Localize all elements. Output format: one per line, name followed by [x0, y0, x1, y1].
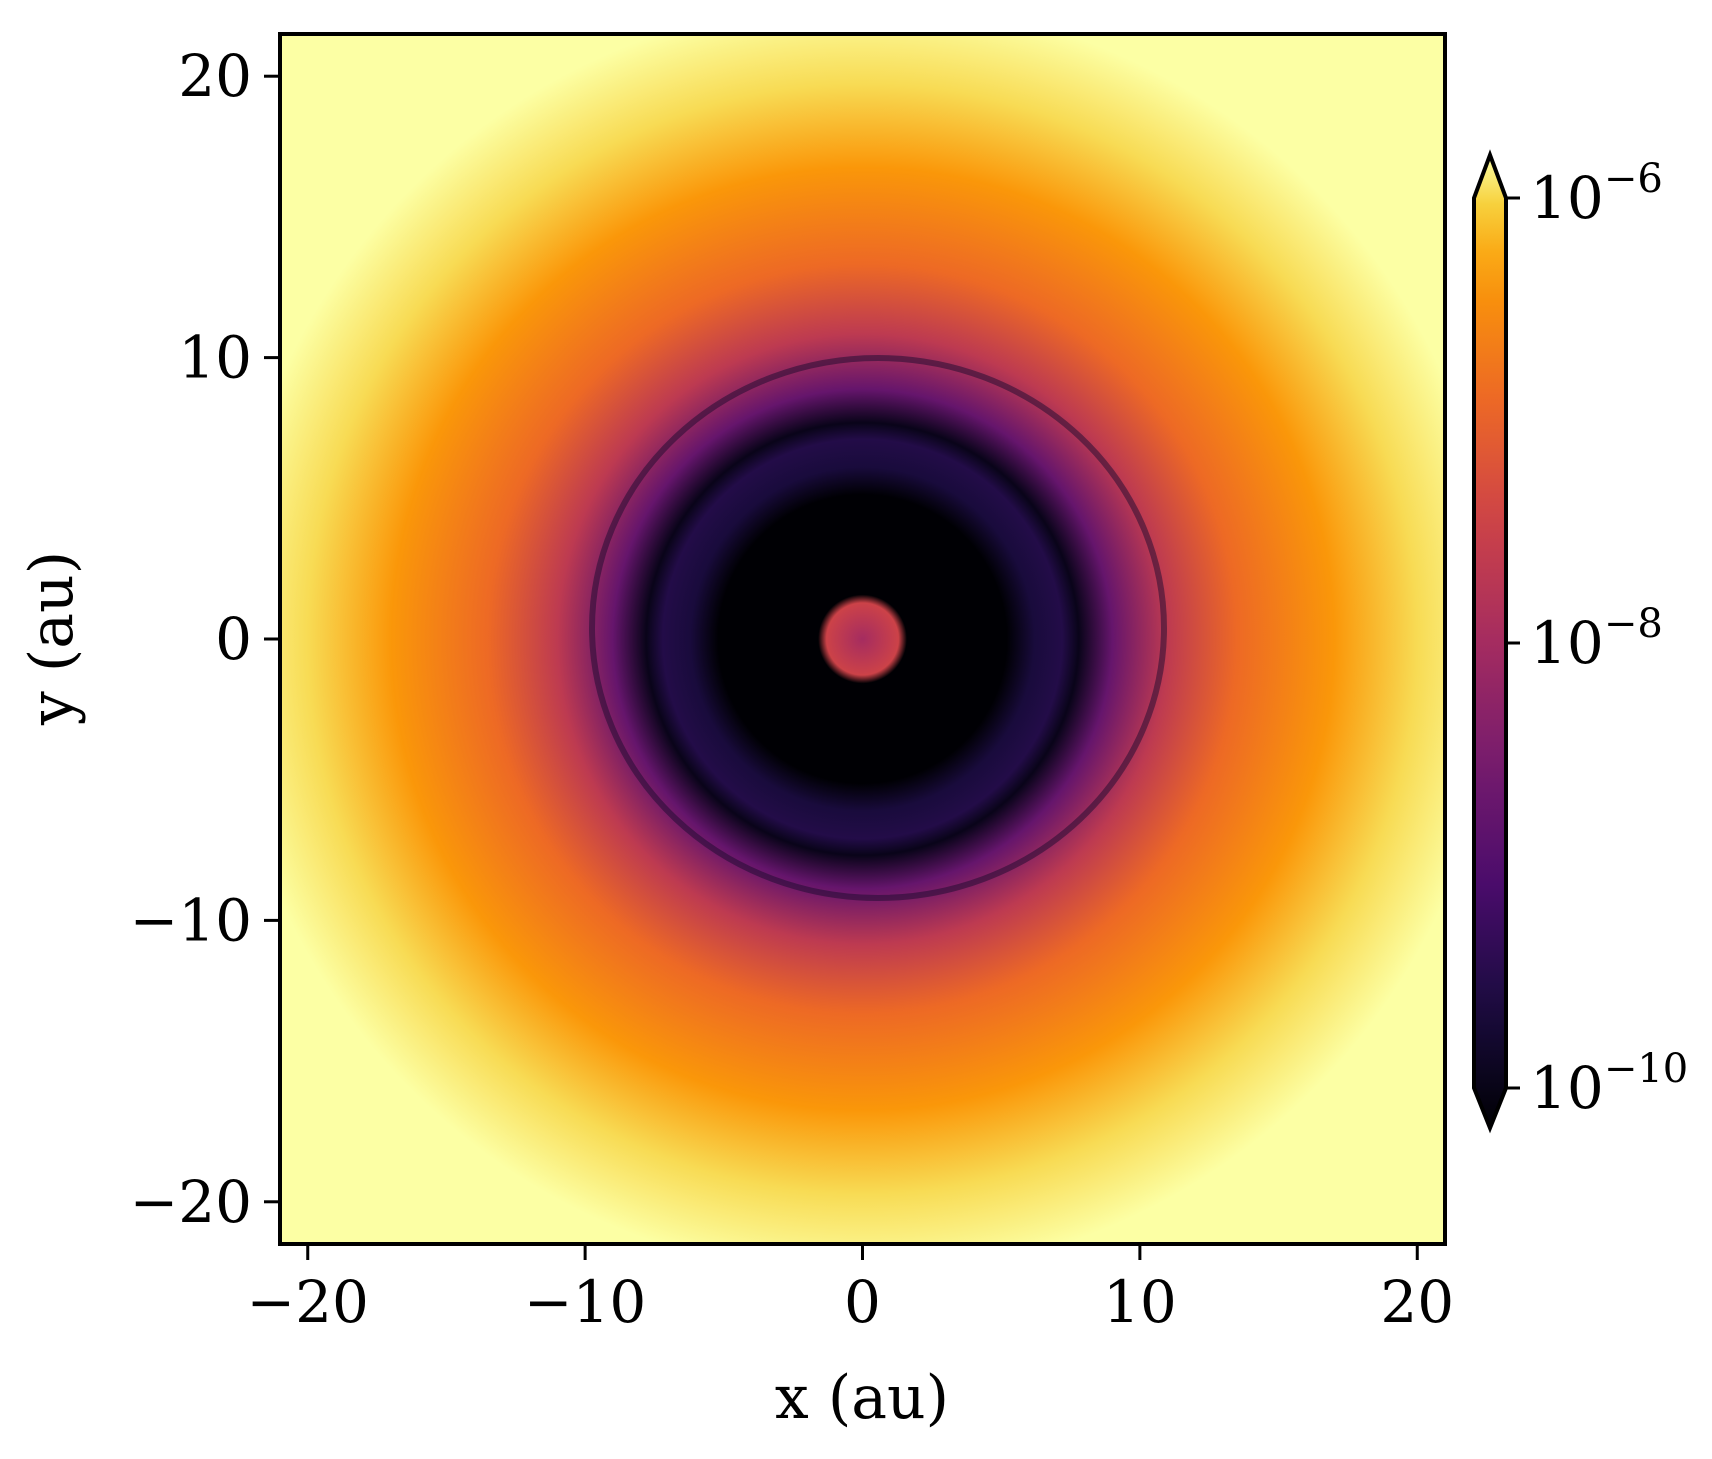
- colorbar-ticks: 10−6 10−8 10−10: [1506, 156, 1688, 1122]
- x-tick-label: −20: [247, 1268, 369, 1336]
- y-tick-label: −10: [130, 886, 252, 954]
- y-axis-label: y (au): [17, 551, 87, 726]
- x-tick-label: 20: [1380, 1268, 1454, 1336]
- colorbar-scale: [1472, 149, 1508, 1134]
- x-axis: −20 −10 0 10 20: [247, 1244, 1454, 1336]
- y-axis: −20 −10 0 10 20: [130, 42, 280, 1236]
- y-tick-label: 10: [178, 324, 252, 392]
- plot-area: [280, 34, 1445, 1244]
- x-tick-label: −10: [524, 1268, 646, 1336]
- gap-ring: [589, 355, 1167, 901]
- x-tick-label: 0: [844, 1268, 881, 1336]
- colorbar-tick-label: 10−6: [1530, 156, 1663, 232]
- y-tick-label: −20: [130, 1168, 252, 1236]
- density-field: [280, 34, 1445, 1244]
- x-axis-label: x (au): [775, 1363, 949, 1433]
- colorbar: 10−6 10−8 10−10: [1472, 149, 1688, 1134]
- colorbar-tick-label: 10−10: [1530, 1046, 1688, 1122]
- y-tick-label: 20: [178, 42, 252, 110]
- colorbar-tick-label: 10−8: [1530, 601, 1663, 677]
- x-tick-label: 10: [1103, 1268, 1177, 1336]
- y-tick-label: 0: [215, 605, 252, 673]
